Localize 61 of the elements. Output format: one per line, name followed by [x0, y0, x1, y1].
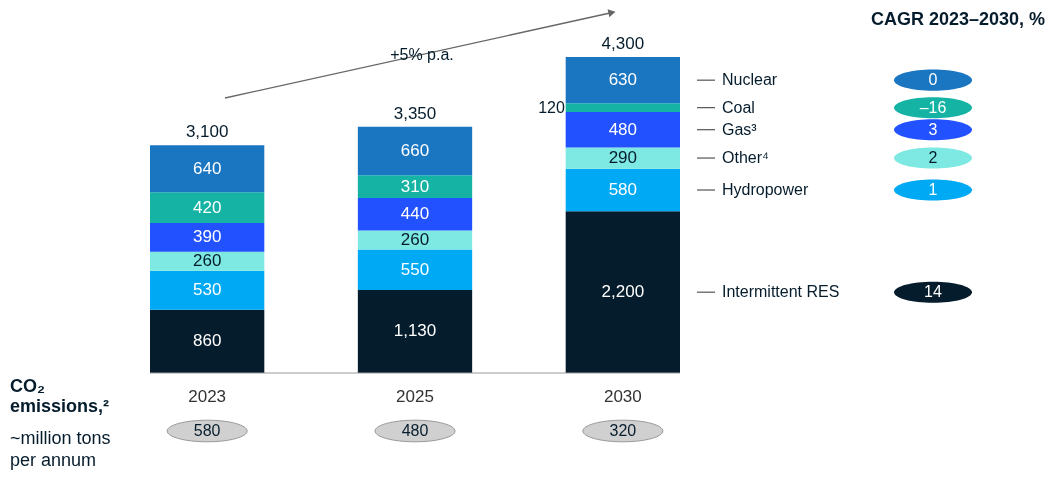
- text: 480: [401, 422, 429, 439]
- bar: [150, 145, 265, 193]
- text: Intermittent RES: [722, 283, 840, 301]
- x-tick-label: 2030: [603, 387, 642, 406]
- data-label: 420: [192, 197, 222, 217]
- bar: [150, 309, 265, 373]
- data-label: 660: [400, 141, 430, 161]
- text: 2: [928, 149, 938, 167]
- text: ~million tons per annum: [10, 428, 111, 470]
- text: 3: [928, 120, 938, 138]
- bar: [357, 198, 473, 231]
- data-label: 860: [192, 331, 222, 351]
- data-label: 310: [400, 176, 430, 196]
- text: Coal: [722, 98, 755, 116]
- data-label: 440: [400, 204, 430, 224]
- total-label: 3,100: [185, 122, 229, 142]
- bar: [357, 249, 473, 290]
- bar: [565, 211, 680, 373]
- text: Gas³: [722, 120, 758, 138]
- text: CAGR 2023–2030, %: [870, 9, 1045, 29]
- data-label: 1,130: [393, 321, 437, 341]
- data-label: 580: [608, 180, 638, 200]
- total-label: 4,300: [601, 34, 645, 53]
- data-label: 550: [400, 259, 430, 279]
- data-label: 640: [192, 158, 222, 178]
- annotation: +5% p.a.: [390, 46, 454, 63]
- total-label: 3,350: [393, 103, 437, 123]
- data-label: 260: [400, 229, 430, 249]
- bar: [150, 192, 265, 224]
- text: Other⁴: [722, 149, 770, 167]
- bar: [357, 126, 473, 176]
- data-label: 120: [538, 98, 565, 116]
- bar: [150, 223, 265, 252]
- bar: [565, 168, 680, 212]
- text: CO₂ emissions,²: [10, 376, 110, 416]
- data-label: 630: [608, 70, 638, 90]
- text: 580: [193, 422, 221, 439]
- bar: [565, 147, 680, 169]
- bar: [565, 103, 680, 113]
- text: Nuclear: [722, 71, 778, 89]
- data-label: 480: [608, 119, 638, 139]
- data-label: 2,200: [601, 282, 645, 302]
- bar: [357, 289, 473, 373]
- bar: [357, 230, 473, 250]
- text: –16: [919, 98, 947, 116]
- bar: [150, 251, 265, 271]
- text: 14: [924, 283, 942, 301]
- bar: [357, 175, 473, 199]
- data-label: 530: [192, 280, 222, 300]
- data-label: 260: [192, 251, 222, 271]
- bar: [565, 57, 680, 104]
- x-tick-label: 2023: [188, 387, 227, 406]
- data-label: 390: [192, 227, 222, 247]
- text: 0: [928, 71, 938, 89]
- x-tick-label: 2025: [396, 387, 434, 406]
- text: 1: [928, 181, 938, 199]
- data-label: 290: [608, 148, 638, 168]
- text: 320: [609, 422, 637, 439]
- bar: [150, 270, 265, 310]
- text: Hydropower: [722, 181, 809, 199]
- bar: [565, 112, 680, 148]
